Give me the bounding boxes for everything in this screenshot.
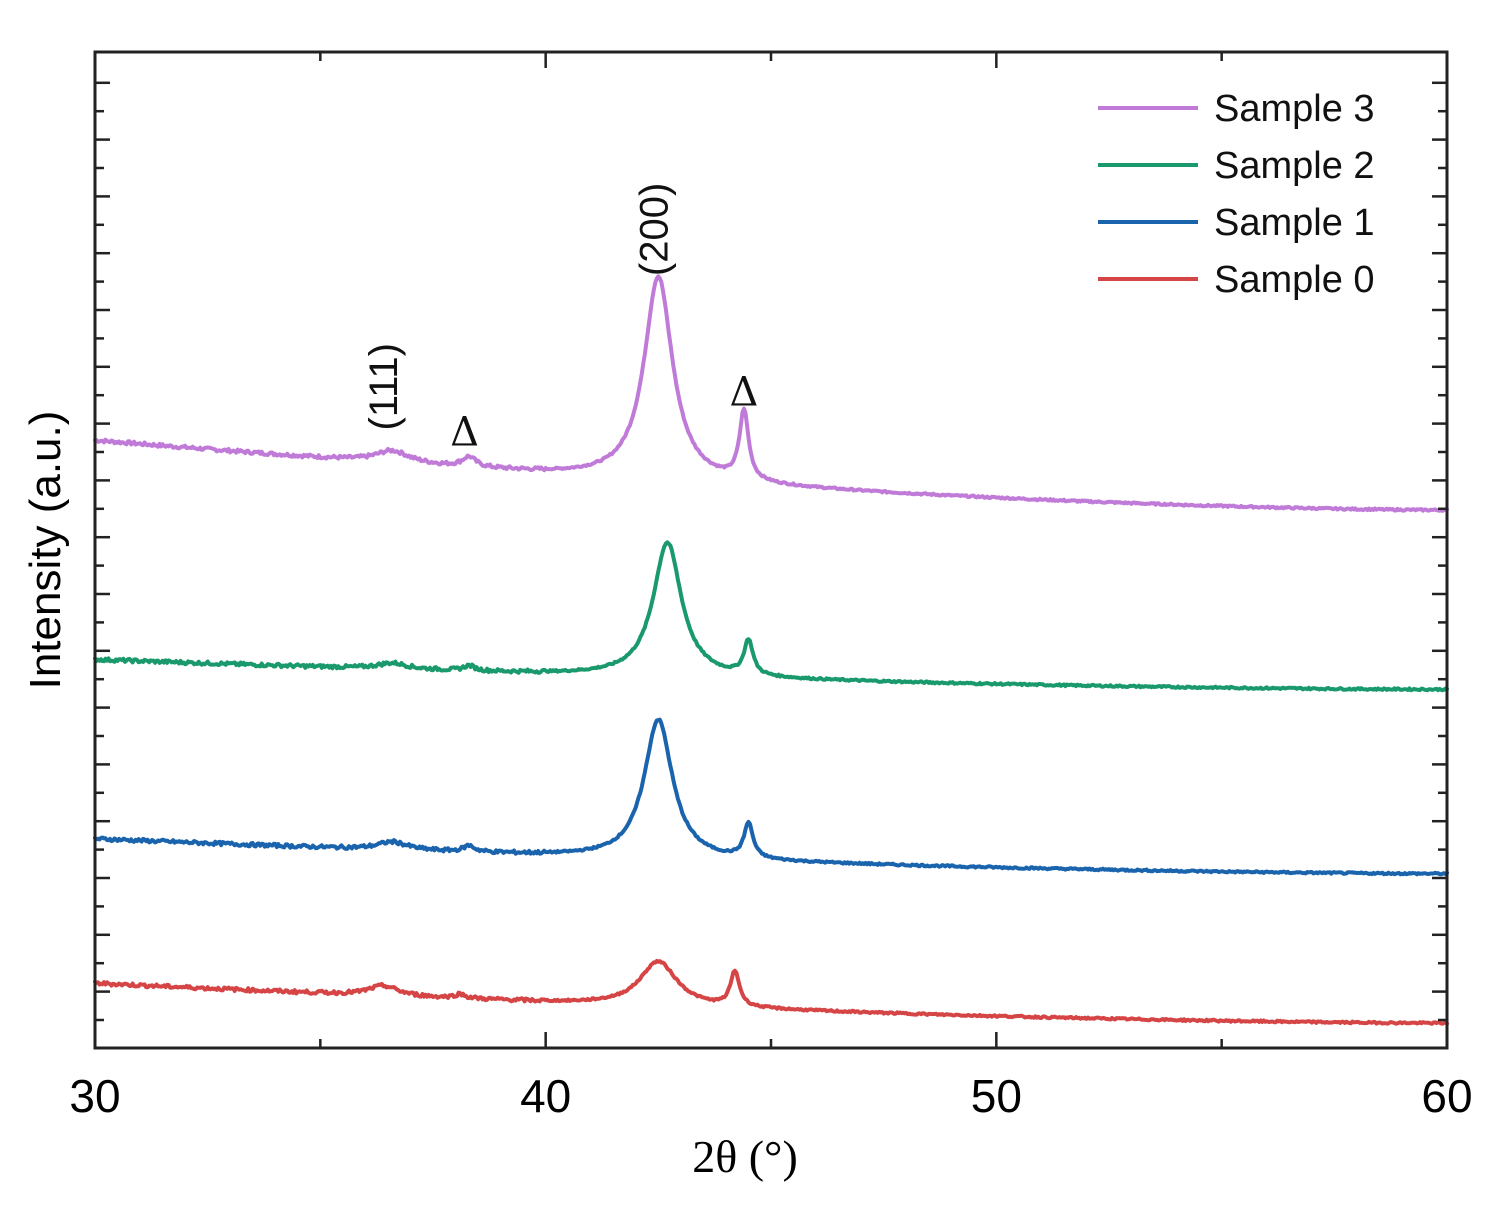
y-axis-title: Intensity (a.u.) bbox=[21, 411, 70, 690]
series-layer bbox=[93, 274, 1449, 1026]
legend-label: Sample 3 bbox=[1214, 88, 1375, 130]
peak-label: (200) bbox=[632, 183, 676, 276]
legend: Sample 3 Sample 2 Sample 1 Sample 0 bbox=[1098, 88, 1375, 301]
x-tick-label: 40 bbox=[520, 1070, 571, 1122]
x-tick-label: 30 bbox=[69, 1070, 120, 1122]
series-line-sample-3 bbox=[93, 274, 1449, 513]
legend-label: Sample 2 bbox=[1214, 145, 1375, 187]
tick-layer bbox=[93, 52, 1449, 1048]
legend-label: Sample 1 bbox=[1214, 202, 1375, 244]
delta-marker: Δ bbox=[730, 370, 759, 416]
peak-label: (111) bbox=[362, 343, 406, 430]
legend-label: Sample 0 bbox=[1214, 259, 1375, 301]
x-tick-label: 50 bbox=[971, 1070, 1022, 1122]
x-tick-labels: 30 40 50 60 bbox=[69, 1070, 1472, 1122]
x-axis-title: 2θ (°) bbox=[692, 1131, 798, 1182]
annotation-layer: (111) Δ (200) Δ bbox=[362, 183, 758, 456]
delta-marker: Δ bbox=[450, 409, 479, 455]
x-tick-label: 60 bbox=[1421, 1070, 1472, 1122]
series-line-sample-0 bbox=[93, 958, 1449, 1026]
series-line-sample-2 bbox=[93, 540, 1449, 693]
series-line-sample-1 bbox=[93, 717, 1449, 877]
